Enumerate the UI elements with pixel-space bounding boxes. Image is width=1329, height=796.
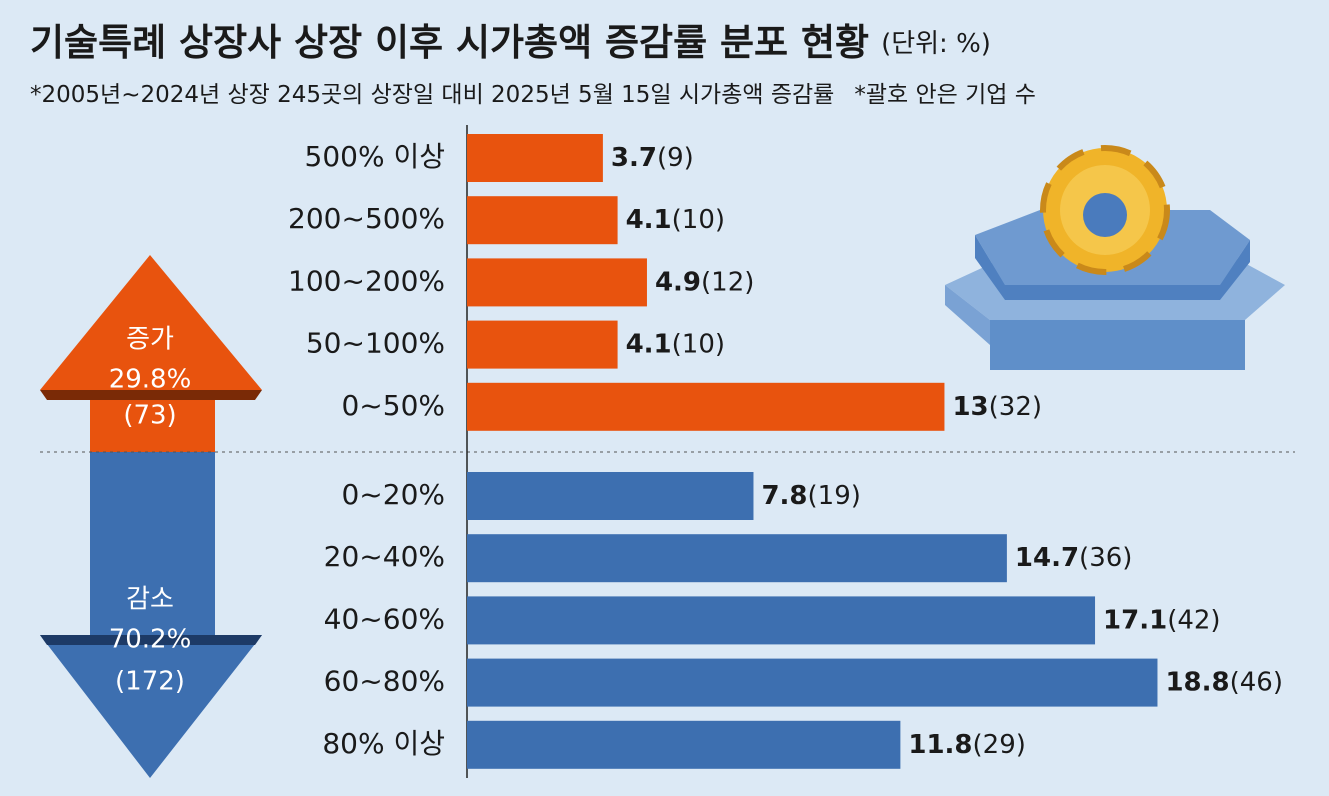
value-label: 3.7(9)	[611, 143, 694, 173]
increase-arrow	[40, 255, 262, 452]
chart-title: 기술특례 상장사 상장 이후 시가총액 증감률 분포 현황 (단위: %)	[30, 21, 991, 64]
arrow-count: (73)	[123, 401, 176, 431]
value-label: 11.8(29)	[908, 729, 1026, 759]
value: 7.8	[761, 481, 807, 511]
bar	[467, 596, 1096, 645]
value: 13	[952, 391, 988, 421]
bar	[467, 134, 603, 182]
arrow-share: 29.8%	[109, 365, 192, 395]
decrease-arrow	[40, 452, 262, 778]
category-label: 100~200%	[288, 264, 445, 297]
bar	[467, 196, 618, 245]
value-label: 18.8(46)	[1165, 667, 1283, 697]
value-label: 4.1(10)	[626, 329, 725, 359]
bar	[467, 258, 647, 307]
value-label: 4.1(10)	[626, 205, 725, 235]
arrow-shade	[40, 390, 262, 400]
value: 3.7	[611, 143, 657, 173]
value-label: 14.7(36)	[1015, 543, 1133, 573]
subtitle: *2005년~2024년 상장 245곳의 상장일 대비 2025년 5월 15…	[30, 82, 834, 108]
company-count: (12)	[701, 267, 754, 297]
bar	[467, 658, 1158, 707]
category-label: 60~80%	[324, 665, 445, 698]
company-count: (42)	[1167, 605, 1220, 635]
company-count: (46)	[1230, 667, 1283, 697]
subtitle-line: *2005년~2024년 상장 245곳의 상장일 대비 2025년 5월 15…	[30, 82, 1036, 108]
title: 기술특례 상장사 상장 이후 시가총액 증감률 분포 현황	[30, 21, 869, 64]
arrow-label: 증가	[126, 325, 174, 355]
category-label: 200~500%	[288, 202, 445, 235]
company-count: (10)	[672, 329, 725, 359]
bar	[467, 534, 1007, 583]
gear-illustration	[945, 145, 1285, 370]
category-label: 50~100%	[306, 327, 445, 360]
value: 17.1	[1103, 605, 1167, 635]
category-label: 500% 이상	[305, 140, 445, 173]
unit: (단위: %)	[881, 29, 991, 59]
arrow-count: (172)	[115, 667, 185, 697]
bar	[467, 320, 618, 369]
company-count: (36)	[1079, 543, 1132, 573]
company-count: (29)	[973, 729, 1026, 759]
category-label: 40~60%	[324, 602, 445, 635]
value-label: 7.8(19)	[761, 481, 860, 511]
category-label: 0~50%	[341, 389, 445, 422]
value-label: 13(32)	[952, 391, 1042, 421]
value: 11.8	[908, 729, 972, 759]
category-label: 20~40%	[324, 540, 445, 573]
bar	[467, 720, 901, 769]
note: *괄호 안은 기업 수	[854, 82, 1036, 108]
value-label: 4.9(12)	[655, 267, 754, 297]
value: 4.1	[626, 205, 672, 235]
arrow-share: 70.2%	[109, 625, 192, 655]
category-label: 0~20%	[341, 478, 445, 511]
value: 18.8	[1165, 667, 1229, 697]
arrow-label: 감소	[126, 585, 174, 615]
value: 4.9	[655, 267, 701, 297]
bar	[467, 382, 945, 431]
company-count: (10)	[672, 205, 725, 235]
company-count: (19)	[808, 481, 861, 511]
company-count: (32)	[989, 391, 1042, 421]
arrow-shade	[40, 635, 262, 645]
value-label: 17.1(42)	[1103, 605, 1221, 635]
value: 4.1	[626, 329, 672, 359]
bar	[467, 472, 754, 520]
category-label: 80% 이상	[322, 727, 445, 760]
company-count: (9)	[657, 143, 694, 173]
value: 14.7	[1015, 543, 1079, 573]
